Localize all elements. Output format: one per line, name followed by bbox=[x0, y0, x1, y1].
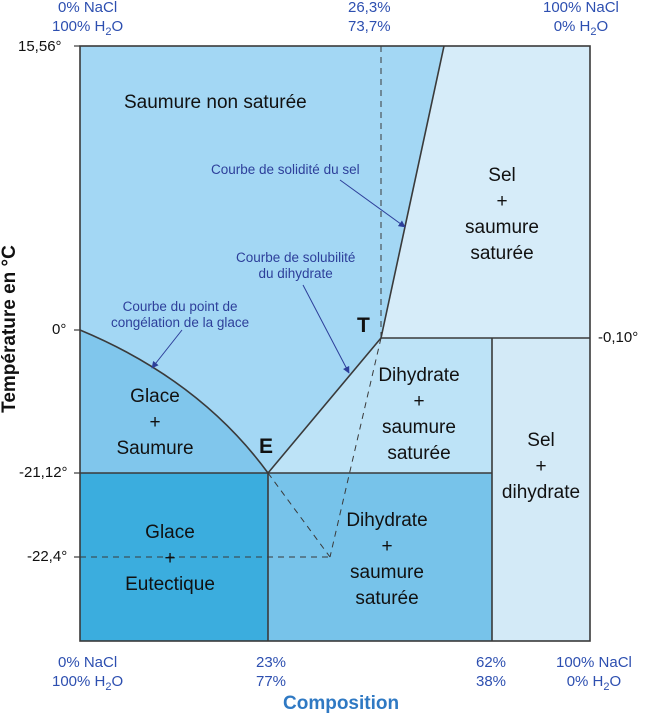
annotation-congelation: Courbe du point de congélation de la glac… bbox=[111, 299, 250, 330]
region-label-glace-saumure: Glace + Saumure bbox=[116, 386, 194, 459]
corner-top-mid: 26,3% 73,7% bbox=[348, 0, 391, 35]
region-label-sel-saumure: Sel + saumure saturée bbox=[465, 165, 539, 264]
arrow-congelation bbox=[151, 329, 183, 369]
tick-label-eut: -21,12° bbox=[19, 464, 68, 481]
point-T: T bbox=[357, 314, 370, 337]
dihydrate-solubility-line bbox=[267, 337, 382, 474]
region-ice-brine bbox=[80, 330, 268, 473]
annotation-solidite: Courbe de solidité du sel bbox=[211, 162, 360, 177]
y-axis-title: Température en °C bbox=[0, 245, 20, 413]
dashed-metastable-dihydrate bbox=[329, 337, 382, 558]
region-label-saumure: Saumure non saturée bbox=[124, 92, 307, 113]
x-axis-title: Composition bbox=[283, 693, 400, 714]
ice-freezing-curve bbox=[79, 329, 269, 474]
region-label-sel-dihydrate: Sel + dihydrate bbox=[501, 430, 581, 503]
corner-top-left: 0% NaCl 100% H2O bbox=[52, 0, 124, 38]
arrow-solidite bbox=[339, 179, 406, 228]
corner-bottom-right: 100% NaCl 0% H2O bbox=[556, 654, 632, 693]
region-label-dihydrate-lower: Dihydrate + saumure saturée bbox=[346, 510, 428, 609]
region-label-dihydrate-upper: Dihydrate + saumure saturée bbox=[378, 365, 460, 464]
region-salt-brine bbox=[381, 46, 590, 338]
plot-frame bbox=[79, 45, 591, 642]
corner-top-right: 100% NaCl 0% H2O bbox=[543, 0, 619, 38]
corner-bottom-62: 62% 38% bbox=[476, 654, 507, 690]
region-label-glace-eutectique: Glace + Eutectique bbox=[125, 522, 215, 595]
tick-label-22: -22,4° bbox=[27, 548, 68, 565]
tick-label-top: 15,56° bbox=[18, 38, 62, 55]
tick-label-zero: 0° bbox=[52, 321, 67, 338]
point-E: E bbox=[259, 435, 274, 458]
region-dihydrate-upper bbox=[268, 338, 492, 473]
region-salt-dihydrate bbox=[492, 338, 590, 641]
annotation-solubilite: Courbe de solubilité du dihydrate bbox=[236, 250, 356, 281]
salt-solidity-line bbox=[380, 45, 445, 339]
corner-bottom-23: 23% 77% bbox=[256, 654, 287, 690]
corner-bottom-left: 0% NaCl 100% H2O bbox=[52, 654, 124, 693]
region-brine bbox=[80, 46, 444, 473]
arrow-solubilite bbox=[302, 284, 350, 374]
tick-label-right: -0,10° bbox=[598, 329, 639, 346]
